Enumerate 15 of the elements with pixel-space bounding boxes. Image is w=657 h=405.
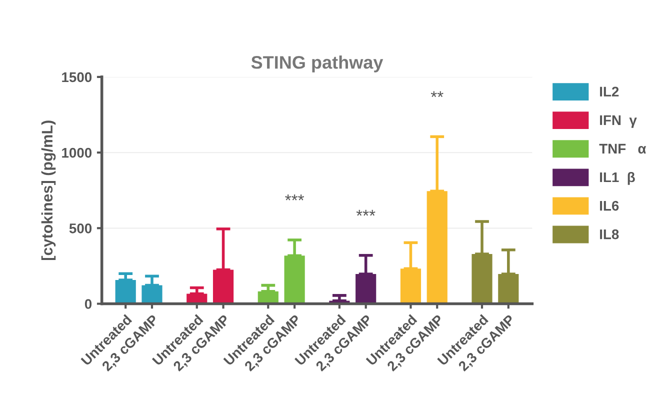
annotation: *** xyxy=(285,194,304,200)
legend-label: IL6 xyxy=(600,200,619,211)
annotation: ** xyxy=(430,91,444,98)
y-tick-label: 0 xyxy=(84,299,92,309)
chart-title: STING pathway xyxy=(251,56,384,72)
legend-label: IFN γ xyxy=(600,115,637,128)
legend-label: IL1 β xyxy=(600,172,635,185)
y-tick-label: 1500 xyxy=(62,72,92,82)
legend-label: IL2 xyxy=(600,86,619,96)
y-tick-label: 1000 xyxy=(62,148,92,158)
y-axis-title: [cytokines] (pg/mL) xyxy=(41,120,56,260)
annotation: *** xyxy=(356,210,376,216)
y-tick-label: 500 xyxy=(69,223,92,234)
legend-label: TNF α xyxy=(599,144,646,154)
legend-label: IL8 xyxy=(600,229,619,240)
